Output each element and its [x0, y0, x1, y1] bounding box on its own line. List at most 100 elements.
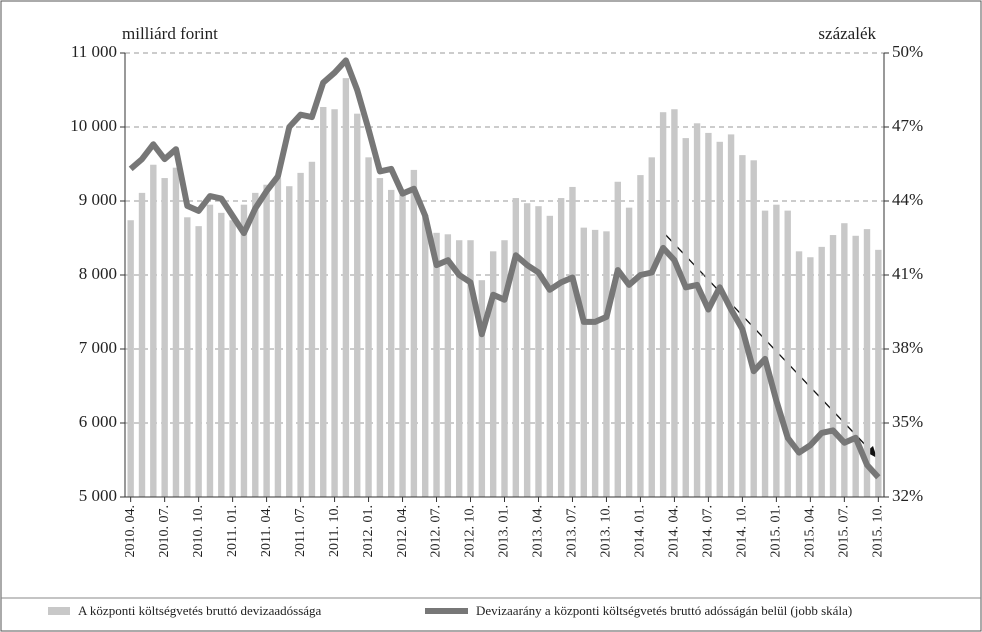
y2-tick-label: 47%	[892, 116, 923, 135]
bar	[331, 109, 338, 498]
x-tick-label: 2012. 10.	[463, 505, 478, 558]
y-axis-label: milliárd forint	[122, 24, 218, 43]
bar	[388, 189, 395, 497]
x-tick-label: 2012. 07.	[429, 505, 444, 558]
bar	[512, 198, 520, 498]
bar	[784, 210, 791, 497]
arrow-head	[866, 446, 877, 458]
bar	[841, 223, 848, 497]
bar	[625, 207, 633, 497]
x-tick-label: 2012. 04.	[395, 505, 410, 558]
bar	[467, 240, 474, 497]
bar	[603, 231, 610, 497]
y-tick-label: 7 000	[79, 338, 117, 357]
bar	[184, 217, 191, 497]
bar	[875, 249, 882, 497]
bar	[365, 157, 372, 497]
bar	[422, 215, 429, 497]
x-tick-label: 2015. 10.	[871, 505, 886, 558]
bar	[263, 184, 270, 497]
bar	[863, 229, 871, 497]
bar	[557, 198, 565, 498]
x-tick-label: 2011. 07.	[293, 505, 308, 557]
bar	[286, 186, 293, 497]
bar	[410, 169, 418, 498]
bar	[297, 172, 304, 497]
x-tick-label: 2014. 01.	[633, 505, 648, 558]
bar	[354, 113, 361, 498]
bar	[614, 181, 621, 497]
bar	[478, 280, 486, 497]
x-tick-label: 2011. 01.	[225, 505, 240, 557]
x-tick-label: 2015. 07.	[837, 505, 852, 558]
x-tick-label: 2014. 04.	[667, 505, 682, 558]
x-tick-label: 2010. 07.	[157, 505, 172, 558]
x-tick-label: 2013. 07.	[565, 505, 580, 558]
x-tick-label: 2015. 01.	[769, 505, 784, 558]
bar	[591, 229, 599, 498]
bar	[829, 235, 837, 498]
y-tick-label: 8 000	[79, 264, 117, 283]
x-tick-label: 2011. 10.	[327, 505, 342, 557]
bar	[252, 192, 259, 498]
x-tick-label: 2011. 04.	[259, 505, 274, 557]
x-tick-label: 2013. 10.	[599, 505, 614, 558]
bar	[705, 132, 712, 498]
bar	[240, 204, 248, 497]
bar	[523, 203, 531, 497]
bar	[580, 227, 587, 497]
bar	[818, 246, 825, 497]
y-tick-label: 6 000	[79, 412, 117, 431]
bar	[693, 123, 701, 498]
bar	[659, 112, 667, 497]
legend-label: A központi költségvetés bruttó devizaadó…	[78, 603, 322, 618]
bar	[637, 175, 644, 497]
bar	[320, 107, 327, 498]
bar	[444, 234, 452, 498]
bar	[433, 232, 440, 497]
legend-swatch-bar	[48, 607, 70, 615]
y2-tick-label: 35%	[892, 412, 923, 431]
bar	[795, 251, 803, 497]
bar	[807, 257, 814, 497]
y-tick-label: 11 000	[71, 42, 117, 61]
bar	[138, 192, 146, 498]
bar	[195, 226, 202, 497]
bar	[218, 212, 225, 497]
bar	[501, 240, 508, 497]
bar	[569, 186, 576, 497]
bar	[274, 178, 282, 497]
y-tick-label: 9 000	[79, 190, 117, 209]
bar	[399, 195, 406, 497]
bar	[150, 164, 157, 498]
bar	[229, 220, 236, 498]
bar	[750, 160, 757, 498]
bar	[127, 220, 134, 498]
y2-tick-label: 38%	[892, 338, 923, 357]
bar	[648, 157, 655, 497]
y2-tick-label: 32%	[892, 486, 923, 505]
x-tick-label: 2013. 04.	[531, 505, 546, 558]
y2-axis-label: százalék	[818, 24, 876, 43]
x-tick-label: 2013. 01.	[497, 505, 512, 558]
bar	[172, 167, 180, 497]
bar	[727, 134, 735, 497]
x-tick-label: 2010. 04.	[123, 505, 138, 558]
bar	[546, 215, 554, 498]
bar	[535, 206, 542, 497]
x-tick-label: 2014. 10.	[735, 505, 750, 558]
y2-tick-label: 50%	[892, 42, 923, 61]
bar	[376, 178, 384, 497]
bar	[671, 109, 678, 498]
bar	[342, 78, 350, 497]
bar	[682, 138, 689, 497]
line	[128, 57, 881, 480]
y-tick-label: 5 000	[79, 486, 117, 505]
x-tick-label: 2014. 07.	[701, 505, 716, 558]
bar	[761, 210, 769, 497]
bar	[852, 235, 859, 497]
y2-tick-label: 44%	[892, 190, 923, 209]
bar	[773, 204, 780, 497]
